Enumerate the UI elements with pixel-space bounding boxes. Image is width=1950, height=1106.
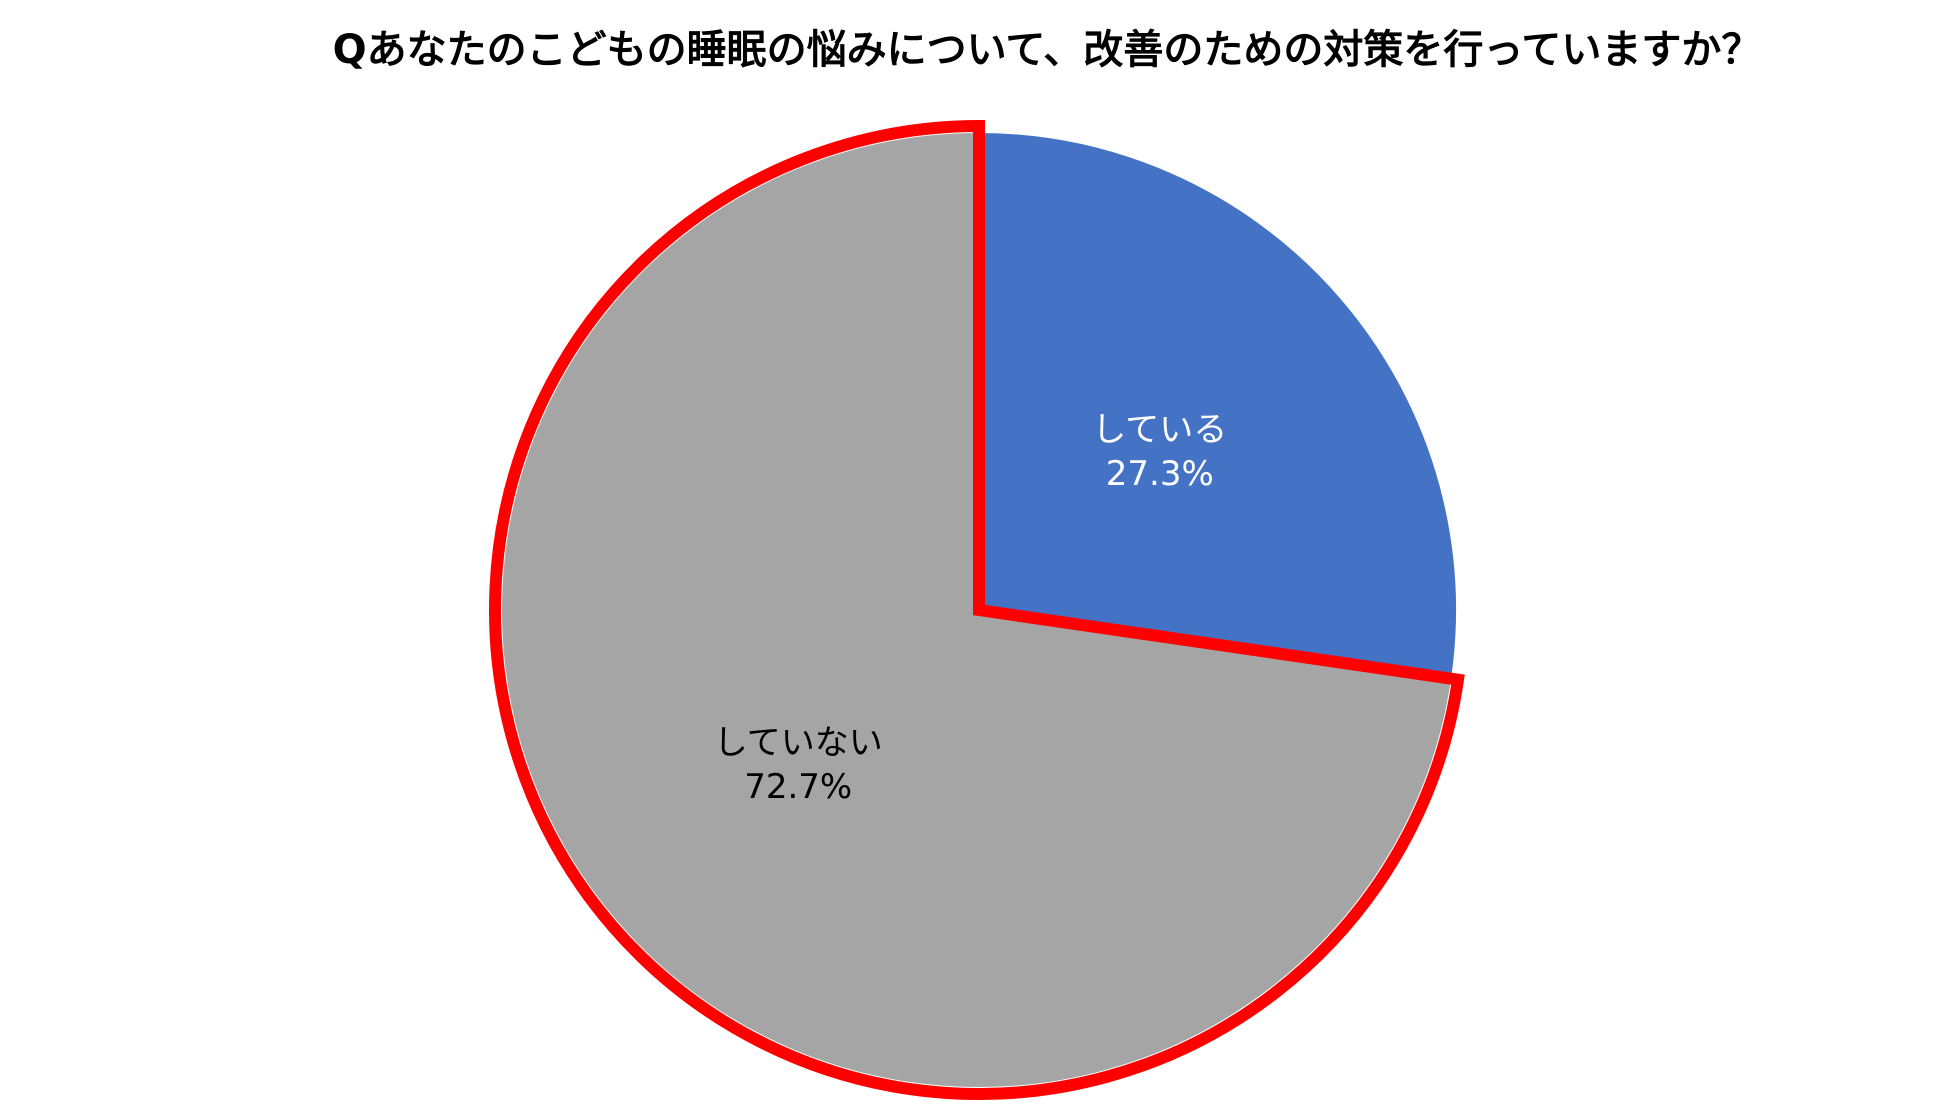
chart-title: Qあなたのこどもの睡眠の悩みについて、改善のための対策を行っていますか？ xyxy=(333,27,1762,73)
slice-value-label: 27.3% xyxy=(1106,454,1214,494)
slice-label: していない xyxy=(714,723,883,763)
highlight-outline xyxy=(489,119,1465,1100)
pie-slice xyxy=(978,130,1458,680)
slice-value-label: 72.7% xyxy=(744,767,852,807)
slice-label: している xyxy=(1092,410,1227,450)
